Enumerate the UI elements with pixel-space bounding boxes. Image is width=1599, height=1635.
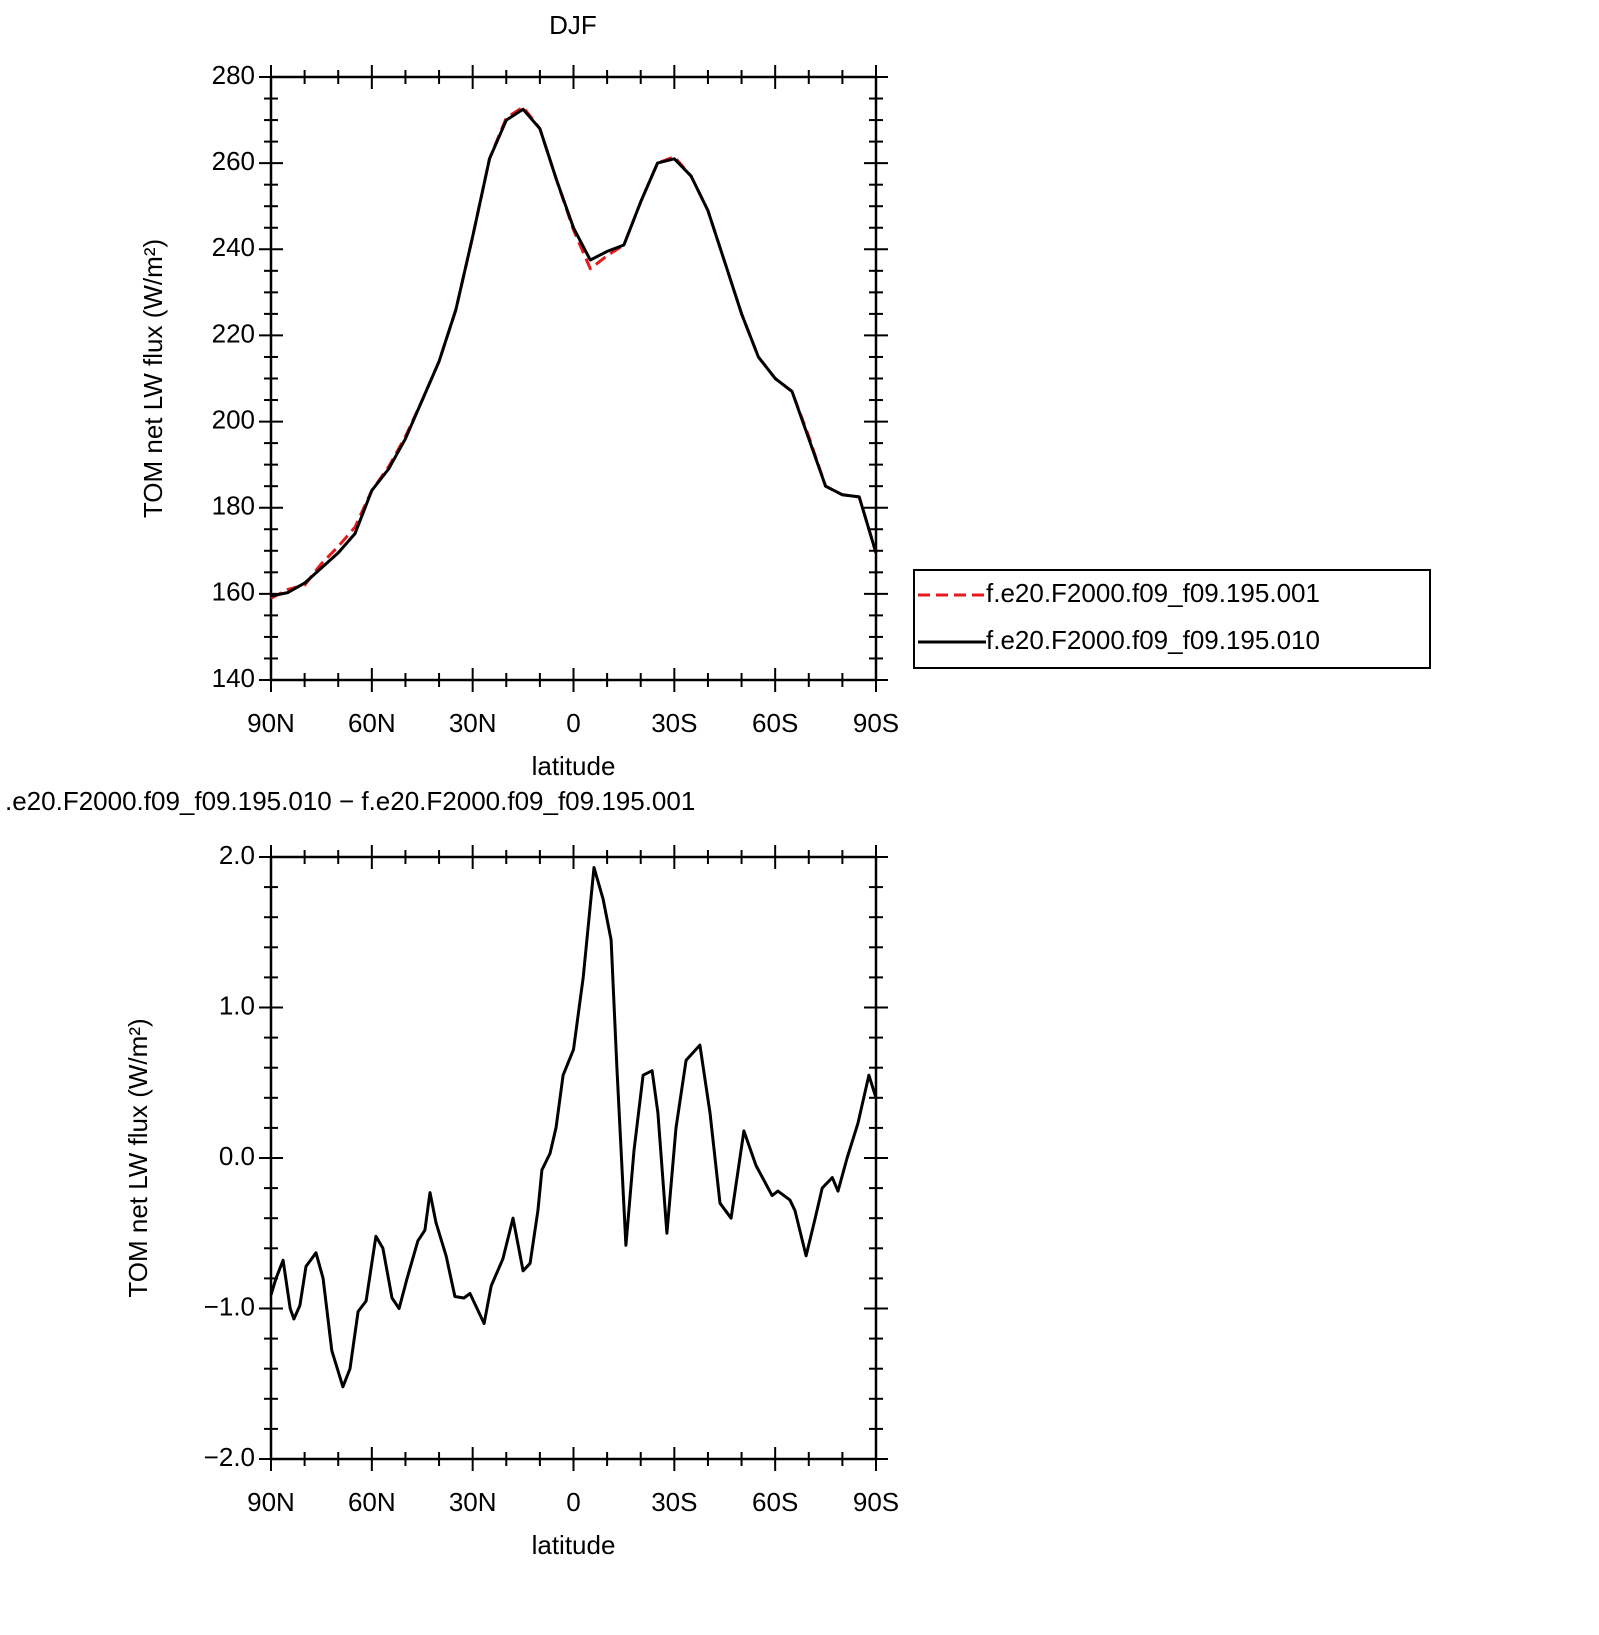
data-line: [270, 105, 878, 600]
data-line: [269, 866, 878, 1389]
x-tick-label: 60N: [348, 708, 396, 738]
y-tick-label: 240: [212, 232, 255, 262]
x-tick-label: 90S: [853, 708, 899, 738]
legend-box: [913, 569, 1431, 669]
y-tick-label: 200: [212, 404, 255, 434]
y-tick-label: 160: [212, 577, 255, 607]
y-tick-label: 1.0: [219, 990, 255, 1020]
x-tick-label: 30S: [651, 1487, 697, 1517]
y-axis-label: TOM net LW flux (W/m²): [138, 239, 168, 518]
y-tick-label: −2.0: [204, 1442, 255, 1472]
x-tick-label: 90S: [853, 1487, 899, 1517]
y-tick-label: −1.0: [204, 1291, 255, 1321]
data-line: [270, 107, 878, 598]
x-tick-label: 90N: [247, 708, 295, 738]
x-tick-label: 30N: [449, 708, 497, 738]
y-tick-label: 2.0: [219, 840, 255, 870]
chart-title: DJF: [549, 10, 597, 40]
y-tick-label: 180: [212, 491, 255, 521]
y-tick-label: 260: [212, 146, 255, 176]
x-tick-label: 30S: [651, 708, 697, 738]
y-tick-label: 140: [212, 663, 255, 693]
x-tick-label: 90N: [247, 1487, 295, 1517]
y-axis-label: TOM net LW flux (W/m²): [123, 1018, 153, 1297]
x-tick-label: 60S: [752, 1487, 798, 1517]
y-tick-label: 220: [212, 318, 255, 348]
x-tick-label: 0: [566, 708, 580, 738]
plot-frame: [269, 855, 878, 1461]
y-tick-label: 280: [212, 60, 255, 90]
plot-frame: [269, 75, 878, 682]
x-tick-label: 30N: [449, 1487, 497, 1517]
y-tick-label: 0.0: [219, 1141, 255, 1171]
x-tick-label: 60S: [752, 708, 798, 738]
x-tick-label: 0: [566, 1487, 580, 1517]
chart-title: .e20.F2000.f09_f09.195.010 − f.e20.F2000…: [5, 786, 695, 816]
x-axis-label: latitude: [532, 751, 616, 781]
x-tick-label: 60N: [348, 1487, 396, 1517]
x-axis-label: latitude: [532, 1530, 616, 1560]
legend-label: f.e20.F2000.f09_f09.195.010: [986, 625, 1320, 655]
legend-label: f.e20.F2000.f09_f09.195.001: [986, 578, 1320, 608]
